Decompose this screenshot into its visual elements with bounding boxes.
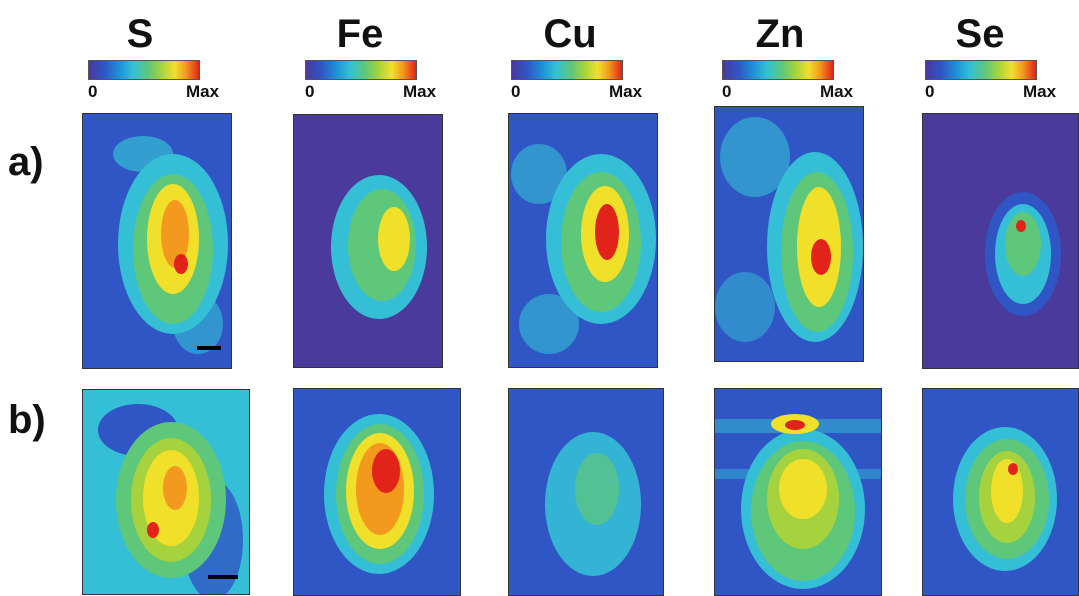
column-header-cu: Cu — [510, 12, 630, 56]
scale-bar — [208, 575, 238, 579]
map-se-a — [922, 113, 1079, 369]
map-cu-a — [508, 113, 658, 368]
colorbar-min-label: 0 — [925, 82, 935, 101]
element-title: Cu — [543, 12, 597, 56]
map-zn-a — [714, 106, 864, 362]
colorbar-max-label: Max — [820, 82, 854, 101]
colorbar-max-label: Max — [186, 82, 220, 101]
row-label-b: b) — [8, 398, 46, 442]
colorbar-gradient — [925, 60, 1037, 80]
element-title: S — [126, 12, 154, 56]
colorbar-gradient — [511, 60, 623, 80]
scale-bar — [197, 346, 221, 350]
colorbar-min-label: 0 — [305, 82, 315, 101]
colorbar-min-label: 0 — [722, 82, 732, 101]
map-se-b — [922, 388, 1079, 596]
map-zn-b — [714, 388, 882, 596]
colorbar-gradient — [305, 60, 417, 80]
colorbar-min-label: 0 — [511, 82, 521, 101]
colorbar-min-label: 0 — [88, 82, 98, 101]
element-title: Zn — [755, 12, 805, 56]
map-s-a — [82, 113, 232, 369]
colorbar-max-label: Max — [1023, 82, 1057, 101]
colorbar-max-label: Max — [609, 82, 643, 101]
element-title: Fe — [336, 12, 384, 56]
map-fe-b — [293, 388, 461, 596]
colorbar-gradient — [722, 60, 834, 80]
colorbar-cu: 0 Max — [511, 60, 661, 106]
colorbar-se: 0 Max — [925, 60, 1075, 106]
colorbar-max-label: Max — [403, 82, 437, 101]
column-header-s: S — [80, 12, 200, 56]
colorbar-zn: 0 Max — [722, 60, 872, 106]
map-cu-b — [508, 388, 664, 596]
map-fe-a — [293, 114, 443, 368]
element-title: Se — [955, 12, 1005, 56]
map-s-b — [82, 389, 250, 595]
column-header-zn: Zn — [720, 12, 840, 56]
colorbar-s: 0 Max — [88, 60, 238, 106]
column-header-se: Se — [920, 12, 1040, 56]
colorbar-gradient — [88, 60, 200, 80]
colorbar-fe: 0 Max — [305, 60, 455, 106]
column-header-fe: Fe — [300, 12, 420, 56]
row-label-a: a) — [8, 140, 44, 184]
